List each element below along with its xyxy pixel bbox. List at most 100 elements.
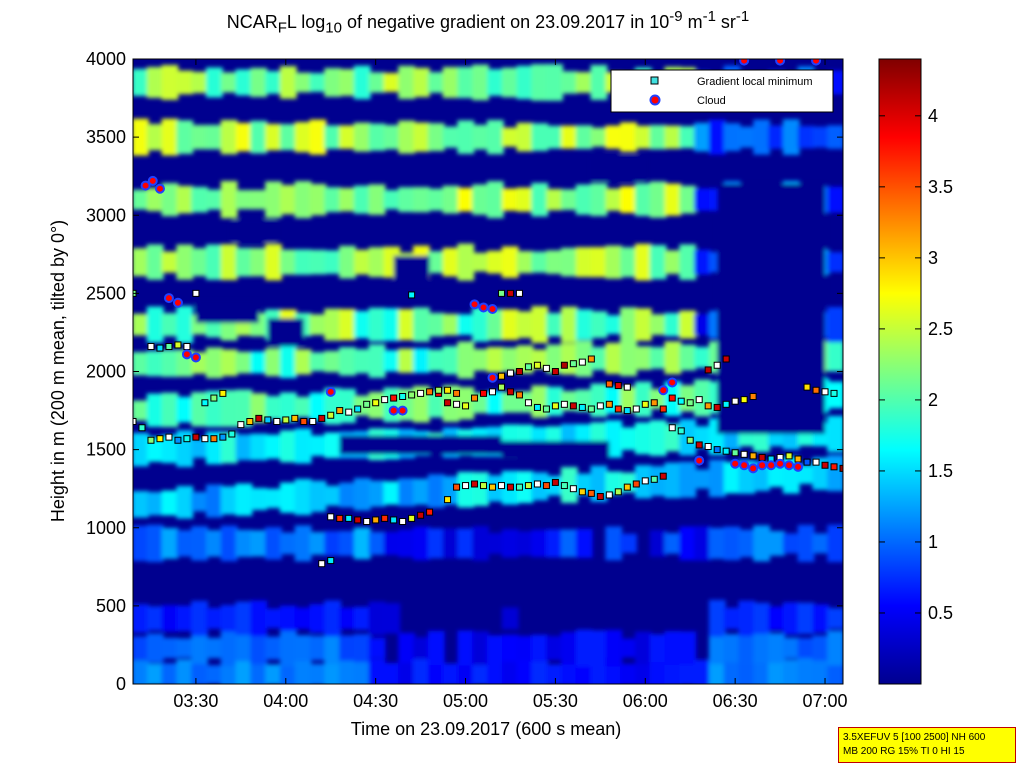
heatmap-cell [146,492,164,516]
heatmap-cell [235,483,253,516]
cloud-point [694,455,705,466]
gradient-min-point [668,424,676,432]
gradient-min-point [515,391,523,399]
gradient-min-point [794,455,802,463]
heatmap-cell [398,187,416,213]
heatmap-cell [620,340,637,377]
cloud-point [478,302,489,313]
gradient-min-point [237,421,245,429]
gradient-min-point [156,435,164,443]
x-tick-label: 05:30 [533,691,578,711]
gradient-min-point [408,391,416,399]
heatmap-cell [560,247,578,277]
gradient-min-point [497,289,505,297]
heatmap-cell [413,637,430,660]
heatmap-cell [827,186,843,213]
heatmap-cell [516,635,534,661]
heatmap-cell [353,634,371,663]
heatmap-cell [560,467,578,503]
heatmap-cell [220,244,238,281]
gradient-min-point [596,493,604,500]
heatmap-cell [827,630,843,666]
gradient-min-point [650,475,658,483]
heatmap-cell [205,390,223,427]
heatmap-cell [146,663,164,684]
heatmap-cell [679,185,697,214]
heatmap-cell [368,307,386,342]
heatmap-cell [501,529,519,558]
heatmap-cell [753,632,771,664]
heatmap-cell [442,346,460,375]
heatmap-cell [393,255,430,284]
heatmap-cell [487,346,504,373]
gradient-min-point [641,477,649,485]
heatmap-cell [294,396,312,418]
heatmap-cell [812,126,830,148]
cloud-point [163,293,174,304]
heatmap-cell [161,64,179,100]
cloud-point [730,458,741,469]
heatmap-cell [324,600,342,637]
heatmap-cell [620,427,637,450]
heatmap-cell [516,251,534,274]
heatmap-cell [694,659,711,684]
heatmap-cell [235,601,253,636]
heatmap-cell [827,454,843,492]
heatmap-cell [353,311,371,339]
heatmap-cell [398,348,416,373]
gradient-min-point [821,461,829,469]
gradient-min-point [677,427,685,435]
heatmap-cell [353,65,371,100]
gradient-min-point [713,446,721,454]
heatmap-cell [634,631,652,665]
heatmap-cell [664,631,682,666]
gradient-min-point [192,289,200,297]
legend-label-gradient: Gradient local minimum [697,76,813,88]
heatmap-cell [531,123,549,151]
heatmap-cell [235,190,253,210]
heatmap-cell [812,658,830,684]
heatmap-cell [265,71,282,94]
heatmap-cell [353,122,371,152]
gradient-min-point [614,488,622,496]
heatmap-cell [383,663,401,684]
gradient-min-point [183,343,191,350]
heatmap-cell [265,434,282,459]
heatmap-cell [827,340,843,372]
heatmap-cell [235,434,253,461]
heatmap-cell [265,348,282,377]
heatmap-cell [324,631,342,665]
heatmap-cell [575,125,593,149]
heatmap-cell [457,314,475,335]
x-tick-label: 04:30 [353,691,398,711]
gradient-min-point [605,380,613,388]
gradient-min-point [399,393,407,400]
heatmap-cell [220,661,238,684]
heatmap-cell [427,390,445,418]
heatmap-cell [487,532,504,554]
heatmap-cell [191,124,208,150]
heatmap-cell [294,607,312,630]
gradient-min-point [542,482,550,490]
colorbar-tick-label: 2.5 [928,319,953,339]
heatmap-cell [546,250,563,274]
heatmap-cell [133,604,149,633]
gradient-min-point [506,369,514,377]
gradient-min-point [174,341,182,349]
heatmap-cell [516,65,534,100]
heatmap-cell [191,632,208,664]
heatmap-cell [161,349,179,377]
heatmap-cell [634,346,652,370]
gradient-min-point [650,399,658,407]
gradient-min-point [749,393,757,400]
heatmap-cell [487,181,504,219]
gradient-min-point [614,405,622,413]
heatmap-cell [768,464,785,487]
gradient-min-point [605,400,613,408]
heatmap-cell [146,350,164,377]
heatmap-cell [708,527,726,559]
heatmap-cell [191,491,208,512]
gradient-min-point [632,405,640,413]
cloud-point [658,385,669,396]
gradient-min-point [722,447,730,455]
